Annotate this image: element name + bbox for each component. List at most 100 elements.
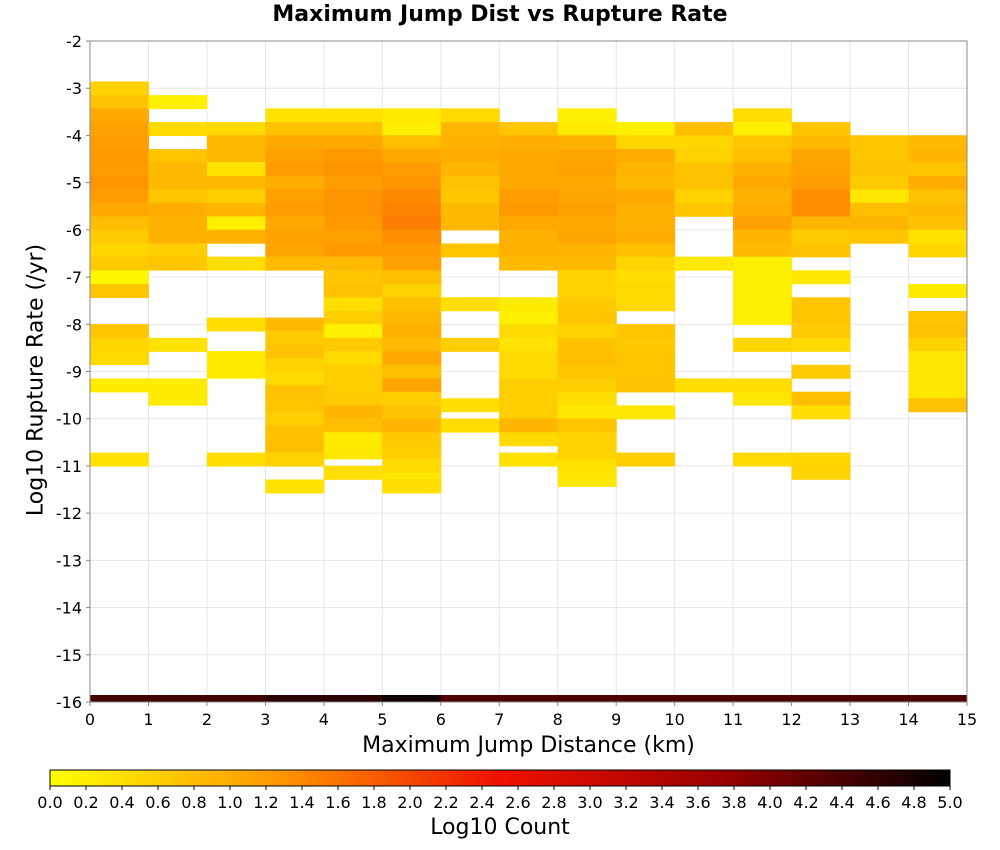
heatmap-cell [323,297,383,312]
x-tick-label: 12 [781,710,801,729]
colorbar-tick-label: 0.6 [145,793,170,812]
heatmap-cell [908,310,968,325]
heatmap-cell [733,189,793,204]
heatmap-cell [206,317,266,332]
heatmap-cell [382,324,442,339]
heatmap-cell [499,229,559,244]
heatmap-band-cell [382,695,442,702]
heatmap-cell [499,297,559,312]
x-tick-label: 14 [898,710,918,729]
heatmap-cell [323,310,383,325]
heatmap-cell [206,175,266,190]
heatmap-cell [557,418,617,433]
heatmap-cell [850,216,910,231]
colorbar-tick-label: 0.2 [73,793,98,812]
heatmap-cell [850,175,910,190]
heatmap-cell [382,284,442,299]
heatmap-cell [323,229,383,244]
heatmap-cell [440,135,500,150]
heatmap-cell [557,405,617,420]
heatmap-cell [791,243,851,258]
heatmap-cell [323,337,383,352]
heatmap-cell [382,216,442,231]
heatmap-cell [557,175,617,190]
heatmap-cell [908,398,968,413]
heatmap-cell [557,243,617,258]
heatmap-cell [791,135,851,150]
heatmap-cell [440,189,500,204]
heatmap-cell [791,270,851,285]
heatmap-cell [382,108,442,123]
colorbar-tick-label: 3.2 [613,793,638,812]
heatmap-cell [733,162,793,177]
heatmap-cell [265,175,325,190]
heatmap-cell [557,297,617,312]
heatmap-cell [382,175,442,190]
y-tick-label: -9 [66,363,82,382]
heatmap-cell [90,351,149,366]
heatmap-cell [557,391,617,406]
heatmap-cell [90,162,149,177]
heatmap-cell [733,337,793,352]
y-tick-label: -6 [66,221,82,240]
heatmap-cell [148,122,208,137]
heatmap-cell [908,162,968,177]
heatmap-cell [148,162,208,177]
x-tick-label: 15 [957,710,977,729]
heatmap-cell [323,202,383,217]
colorbar-tick-label: 0.0 [37,793,62,812]
colorbar-tick-label: 4.2 [793,793,818,812]
heatmap-cell [265,202,325,217]
chart-title: Maximum Jump Dist vs Rupture Rate [272,2,728,27]
heatmap-cell [90,202,149,217]
x-tick-label: 6 [436,710,446,729]
heatmap-cell [557,472,617,487]
heatmap-cell [265,452,325,467]
heatmap-cell [499,135,559,150]
heatmap-cell [674,175,734,190]
heatmap-cell [265,317,325,332]
heatmap-cell [557,256,617,271]
heatmap-cell [616,351,676,366]
heatmap-cell [733,216,793,231]
heatmap-cell [382,135,442,150]
heatmap-cell [440,122,500,137]
heatmap-cell [323,243,383,258]
heatmap-cell [908,337,968,352]
heatmap-cell [90,148,149,163]
heatmap-cell [90,270,149,285]
heatmap-cell [382,189,442,204]
heatmap-cell [382,418,442,433]
heatmap-cell [616,297,676,312]
heatmap-cell [265,385,325,400]
heatmap-band-cell [90,695,266,702]
heatmap-cell [791,202,851,217]
heatmap-cell [908,189,968,204]
heatmap-cell [382,459,442,474]
heatmap-cell [557,108,617,123]
heatmap-cell [616,243,676,258]
colorbar-tick-label: 1.6 [325,793,350,812]
heatmap-cell [323,256,383,271]
heatmap-cell [382,479,442,494]
colorbar-tick-label: 0.8 [181,793,206,812]
heatmap-cell [908,216,968,231]
heatmap-cell [733,202,793,217]
heatmap-cell [382,351,442,366]
colorbar-ticks: 0.0 0.2 0.4 0.6 0.8 1.0 1.2 1.4 1.6 1.8 2.0 2.2 2.4 2… [37,786,963,812]
heatmap-cell [616,405,676,420]
heatmap-cell [791,162,851,177]
heatmap-cell [265,256,325,271]
heatmap-cell [206,135,266,150]
heatmap-cell [265,189,325,204]
heatmap-cell [382,162,442,177]
heatmap-cell [323,418,383,433]
heatmap-cell [148,337,208,352]
heatmap-cell [791,310,851,325]
heatmap-cell [206,189,266,204]
heatmap-cell [323,432,383,447]
heatmap-cell [908,324,968,339]
heatmap-cell [616,122,676,137]
heatmap-cell [148,175,208,190]
heatmap-cell [206,122,266,137]
